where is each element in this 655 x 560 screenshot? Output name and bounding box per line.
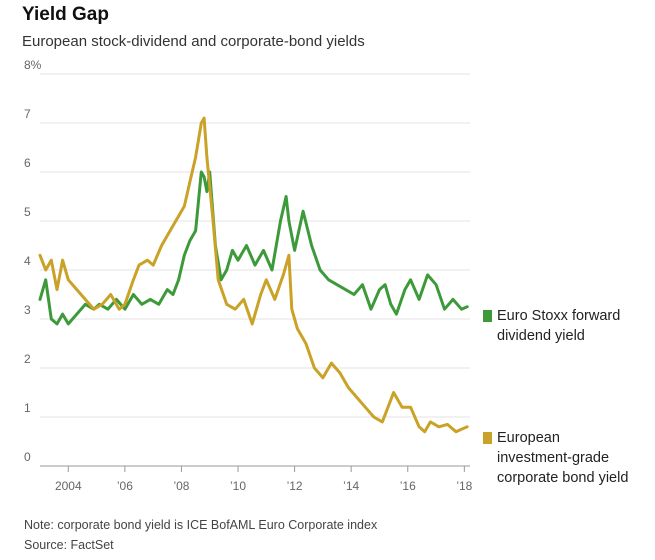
y-tick-label: 6 [24,156,31,170]
y-tick-label: 1 [24,401,31,415]
grid-lines [40,73,470,467]
x-tick-label: ’12 [287,479,303,493]
x-tick-label: ’08 [173,479,189,493]
y-tick-label: 4 [24,254,31,268]
legend-swatch-gold [483,432,492,444]
x-axis-ticks: 2004 ’06 ’08 ’10 ’12 ’14 ’16 ’18 [55,466,473,493]
chart-source: Source: FactSet [24,538,114,552]
y-tick-label: 8% [24,58,42,72]
series-lines [38,116,469,434]
x-tick-label: ’10 [230,479,246,493]
y-tick-label: 2 [24,352,31,366]
x-tick-label: ’18 [456,479,472,493]
x-tick-label: ’16 [400,479,416,493]
legend-label: Euro Stoxx forward dividend yield [497,308,621,344]
y-tick-label: 5 [24,205,31,219]
yield-gap-chart: 0 1 2 3 4 5 6 7 8% 2004 ’06 ’08 ’10 ’12 ’14 ’16 ’18 [24,58,473,493]
x-tick-label: 2004 [55,479,82,493]
series-line-dividend-yield [38,170,469,326]
legend-label: European investment-grade corporate bond… [497,430,629,486]
legend-swatch-green [483,310,492,322]
chart-note: Note: corporate bond yield is ICE BofAML… [24,518,378,532]
x-tick-label: ’14 [343,479,359,493]
chart-title: Yield Gap [22,4,109,25]
y-tick-label: 3 [24,303,31,317]
y-tick-label: 0 [24,450,31,464]
chart-subtitle: European stock-dividend and corporate-bo… [22,33,365,50]
x-tick-label: ’06 [117,479,133,493]
series-line-bond-yield [38,116,469,434]
y-tick-label: 7 [24,107,31,121]
y-axis-ticks: 0 1 2 3 4 5 6 7 8% [24,58,42,464]
